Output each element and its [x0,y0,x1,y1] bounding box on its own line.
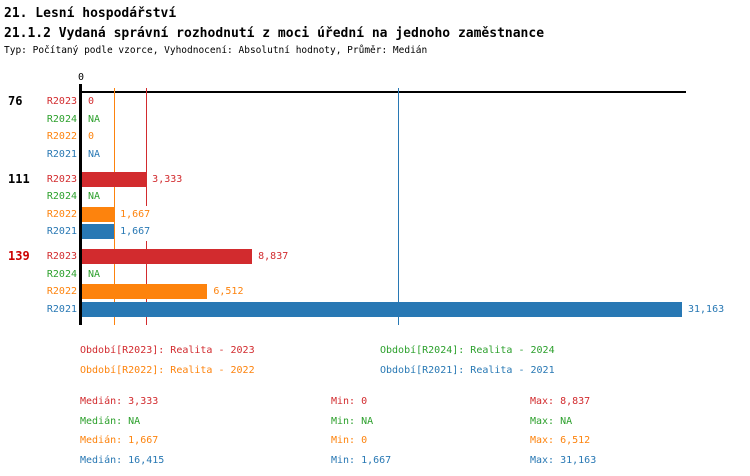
bar-value-label: 0 [87,128,96,146]
stat-min-r2024: Min: NA [331,415,374,427]
bar-r2021 [82,301,682,317]
stat-max-r2024: Max: NA [530,415,573,427]
stat-median-r2023: Medián: 3,333 [80,396,159,407]
bar-value-label: 31,163 [687,300,726,318]
row-year-label-r2022: R2022 [46,208,77,220]
stat-median-r2021: Medián: 16,415 [80,454,165,466]
legend-item-r2024: Období[R2024]: Realita - 2024 [380,345,555,356]
median-line-r2021 [398,88,400,325]
stat-max-r2022: Max: 6,512 [530,435,591,446]
group-label-111: 111 [8,171,30,186]
bar-value-label: 8,837 [257,248,290,266]
chart-subtitle: Typ: Počítaný podle vzorce, Vyhodnocení:… [4,45,428,56]
stat-min-r2022: Min: 0 [331,435,368,446]
stat-min-r2023: Min: 0 [331,396,368,407]
chart-title: 21.1.2 Vydaná správní rozhodnutí z moci … [4,26,545,41]
bar-value-label: NA [87,145,102,163]
row-year-label-r2022: R2022 [46,286,77,297]
bar-value-label: NA [87,110,102,128]
bar-r2022 [82,284,208,300]
bar-r2022 [82,206,115,222]
row-year-label-r2023: R2023 [46,96,77,107]
group-label-139: 139 [8,249,30,263]
row-year-label-r2021: R2021 [46,303,77,315]
row-year-label-r2021: R2021 [46,148,77,160]
stat-max-r2021: Max: 31,163 [530,454,597,466]
bar-r2023 [82,249,253,265]
bar-value-label: 1,667 [119,205,152,223]
row-year-label-r2023: R2023 [46,173,77,185]
bar-value-label: 3,333 [151,170,184,188]
bar-value-label: 0 [87,93,96,111]
bar-value-label: NA [87,265,102,283]
y-axis-line [79,84,82,325]
row-year-label-r2024: R2024 [46,268,77,280]
bar-value-label: 1,667 [119,223,152,241]
stat-median-r2022: Medián: 1,667 [80,435,159,446]
stat-median-r2024: Medián: NA [80,415,141,427]
bar-value-label: 6,512 [212,283,245,301]
bar-value-label: NA [87,188,102,206]
x-axis-zero-tick-label: 0 [77,72,85,83]
stat-min-r2021: Min: 1,667 [331,454,392,466]
legend-item-r2022: Období[R2022]: Realita - 2022 [80,365,255,376]
bar-r2021 [82,224,115,240]
page-title: 21. Lesní hospodářství [4,6,177,21]
median-line-r2022 [114,88,116,325]
legend-item-r2021: Období[R2021]: Realita - 2021 [380,365,555,376]
row-year-label-r2023: R2023 [46,251,77,262]
legend-item-r2023: Období[R2023]: Realita - 2023 [80,345,255,356]
row-year-label-r2021: R2021 [46,226,77,237]
x-axis-line [79,91,686,93]
row-year-label-r2022: R2022 [46,131,77,142]
stat-max-r2023: Max: 8,837 [530,396,591,407]
row-year-label-r2024: R2024 [46,113,77,125]
bar-r2023 [82,171,147,187]
group-label-76: 76 [8,94,23,108]
row-year-label-r2024: R2024 [46,191,77,202]
